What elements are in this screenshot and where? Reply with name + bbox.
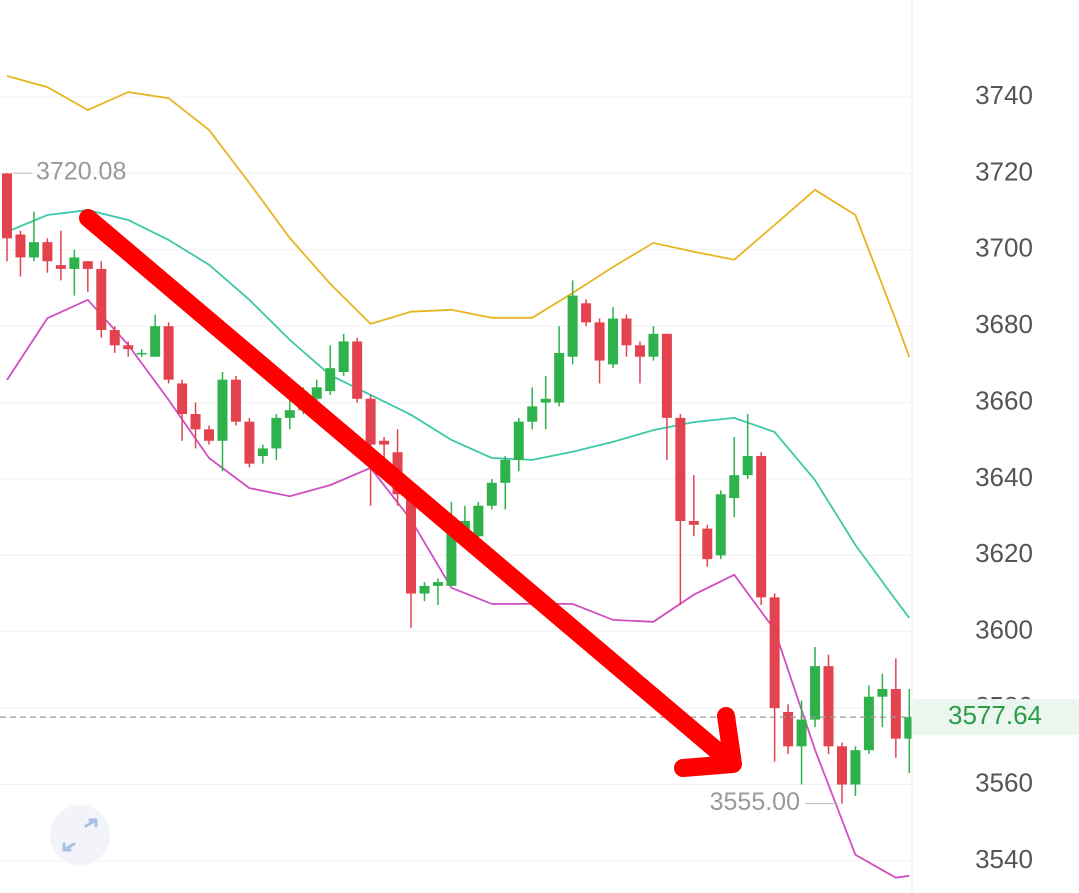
candle-body [688,520,699,525]
candle-body [432,582,443,586]
candle-body [554,352,565,403]
candle-body [284,410,295,418]
candle-body [823,666,834,747]
candle-body [311,387,322,399]
candle-body [877,689,888,697]
candle-body [28,242,39,258]
candle-body [715,494,726,556]
candle-body [352,341,363,399]
candle-body [379,440,390,445]
candle-body [190,414,201,430]
candle-body [769,597,780,709]
candle-body [500,459,511,483]
trend-arrow [79,209,742,777]
y-tick-label: 3620 [975,538,1033,568]
candle-body [446,517,457,586]
candle-body [244,421,255,464]
candle-body [567,295,578,357]
candle-body [2,173,13,239]
candle-body [783,711,794,747]
candle-body [69,257,80,269]
bands [6,75,911,879]
candle-body [204,429,215,441]
candle-body [109,330,120,346]
expand-bg[interactable] [50,805,110,865]
candle-body [594,322,605,361]
candle-body [150,326,161,357]
candle-body [325,368,336,392]
candle-body [648,333,659,357]
y-tick-label: 3680 [975,309,1033,339]
candle-body [419,585,430,594]
candle-body [796,719,807,747]
candle-body [365,398,376,445]
candle-body [473,505,484,537]
y-tick-label: 3720 [975,156,1033,186]
candle-body [55,265,66,269]
candle-body [904,717,915,739]
candle-body [230,379,241,422]
candle-body [675,417,686,521]
candle-body [863,696,874,751]
candle-body [527,406,538,422]
y-tick-label: 3700 [975,233,1033,263]
candle-body [729,475,740,499]
candle-body [661,333,672,418]
low-label: 3555.00 [710,788,800,816]
candle-body [42,242,53,262]
candle-body [742,456,753,476]
candle-body [810,666,821,720]
high-label: 3720.08 [36,158,126,186]
candle-body [756,456,767,598]
y-tick-label: 3660 [975,385,1033,415]
candle-body [96,268,107,331]
y-tick-label: 3540 [975,844,1033,874]
expand-icon[interactable] [62,818,98,852]
candle-body [608,318,619,365]
candle-body [513,421,524,460]
band-line [6,209,911,619]
candle-body [836,746,847,785]
candle-body [702,528,713,560]
annotations: 3720.08 3555.00 [0,158,912,816]
y-tick-label: 3560 [975,767,1033,797]
y-tick-label: 3600 [975,615,1033,645]
candle-body [486,482,497,506]
arrow-shaft [79,209,737,769]
band-line [6,75,911,358]
candle-body [406,494,417,594]
candle-body [217,379,228,441]
candle-body [271,417,282,449]
y-axis: 3540356035803600362036403660368037003720… [913,80,1079,874]
y-tick-label: 3640 [975,462,1033,492]
candle-body [257,448,268,457]
candle-body [15,234,26,258]
candle-body [123,345,134,350]
band-line [6,298,910,879]
candle-body [136,352,147,355]
candle-body [581,303,592,323]
candle-body [850,750,861,785]
candle-body [177,383,188,415]
last-price-box [913,699,1079,736]
axis-panel [912,0,1079,893]
expand-button[interactable] [50,805,110,865]
candle-body [621,318,632,346]
candle-body [163,326,174,380]
candle-body [338,341,349,373]
last-price-label: 3577.64 [948,700,1042,730]
y-tick-label: 3740 [975,80,1033,110]
candle-body [634,345,645,357]
arrow-head [674,707,742,777]
candle-body [82,261,93,269]
candle-body [890,689,901,739]
candle-body [540,398,551,403]
candles [2,173,915,804]
